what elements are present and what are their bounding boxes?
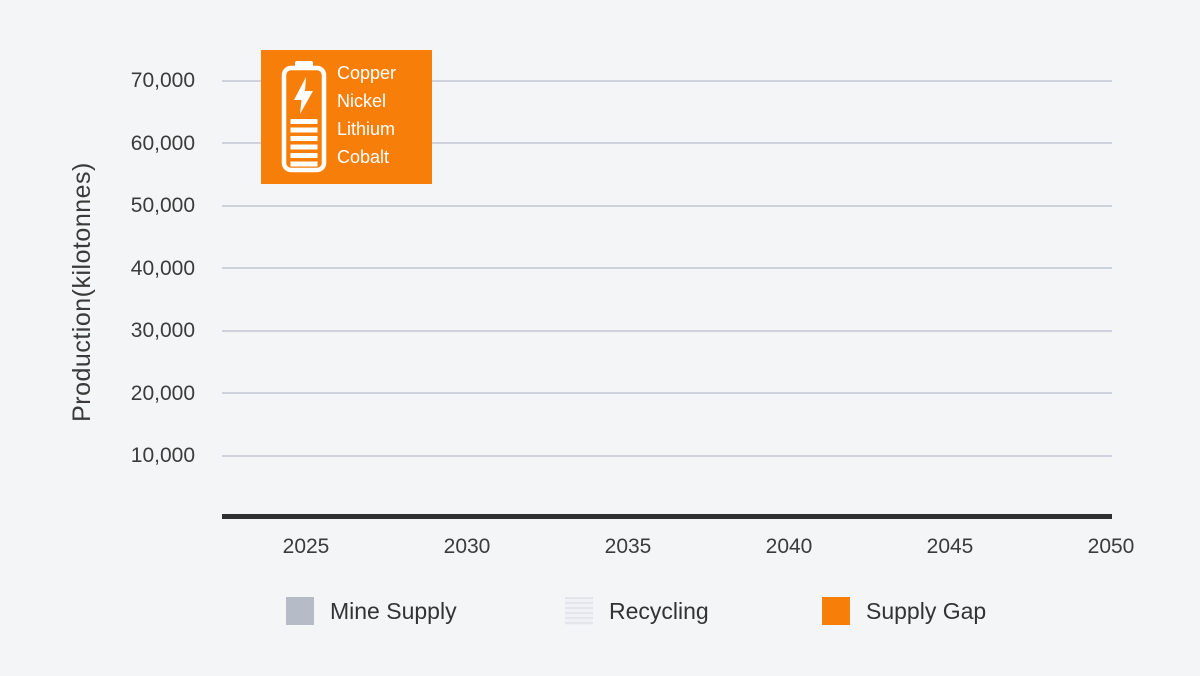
y-tick-label: 30,000 bbox=[130, 319, 195, 342]
x-axis-line bbox=[222, 514, 1112, 519]
legend-swatch-mine-supply bbox=[286, 597, 314, 625]
y-tick-label: 20,000 bbox=[130, 382, 195, 405]
legend-swatch-recycling bbox=[565, 597, 593, 625]
battery-charging-icon bbox=[281, 61, 327, 173]
material-label: Copper bbox=[337, 63, 397, 83]
gridline-50000 bbox=[222, 205, 1112, 207]
y-tick-label: 60,000 bbox=[130, 132, 195, 155]
gridline-40000 bbox=[222, 267, 1112, 269]
legend-label: Recycling bbox=[609, 597, 709, 624]
x-tick-label: 2030 bbox=[443, 535, 491, 558]
gridline-20000 bbox=[222, 392, 1112, 394]
gridline-30000 bbox=[222, 330, 1112, 332]
legend-item-supply-gap: Supply Gap bbox=[822, 596, 986, 626]
materials-callout: Copper Nickel Lithium Cobalt bbox=[261, 50, 432, 184]
gridline-60000 bbox=[222, 142, 1112, 144]
x-tick-label: 2050 bbox=[1087, 535, 1135, 558]
gridline-10000 bbox=[222, 455, 1112, 457]
legend-item-recycling: Recycling bbox=[565, 596, 709, 626]
material-label: Nickel bbox=[337, 91, 387, 111]
material-label: Cobalt bbox=[337, 147, 390, 167]
x-tick-label: 2025 bbox=[282, 535, 330, 558]
legend-item-mine-supply: Mine Supply bbox=[286, 596, 457, 626]
y-tick-label: 10,000 bbox=[130, 444, 195, 467]
gridline-70000 bbox=[222, 80, 1112, 82]
material-label: Lithium bbox=[337, 119, 396, 139]
x-tick-label: 2045 bbox=[926, 535, 974, 558]
y-tick-label: 50,000 bbox=[130, 194, 195, 217]
x-tick-label: 2040 bbox=[765, 535, 813, 558]
y-tick-label: 70,000 bbox=[130, 69, 195, 92]
x-tick-label: 2035 bbox=[604, 535, 652, 558]
legend-swatch-supply-gap bbox=[822, 597, 850, 625]
y-tick-label: 40,000 bbox=[130, 257, 195, 280]
lightning-bolt-icon bbox=[294, 77, 313, 114]
legend-label: Supply Gap bbox=[866, 597, 987, 624]
legend-label: Mine Supply bbox=[330, 597, 457, 624]
